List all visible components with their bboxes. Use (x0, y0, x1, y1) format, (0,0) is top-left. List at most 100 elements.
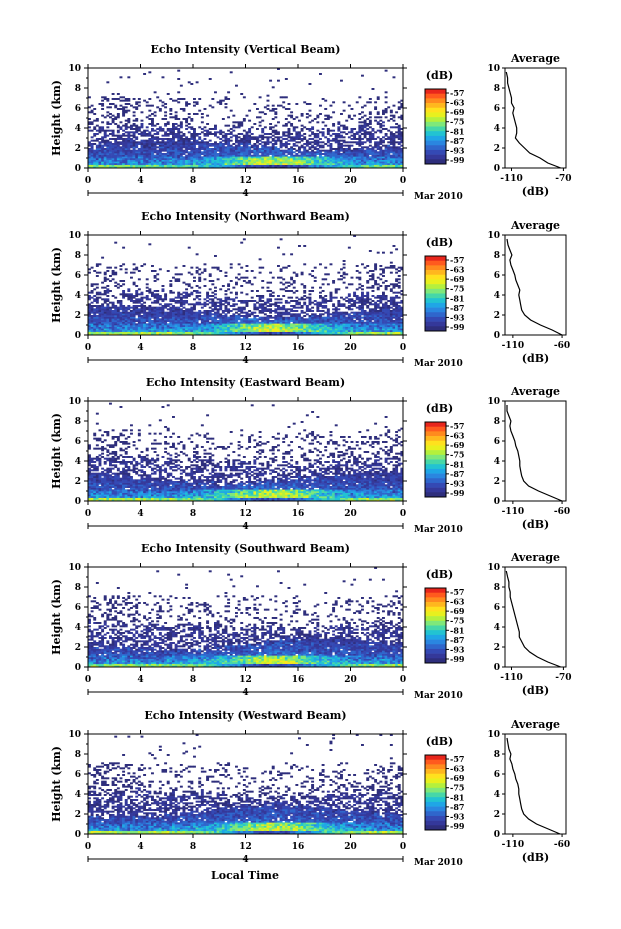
heatmap-cell (326, 325, 330, 327)
heatmap-cell (271, 276, 275, 279)
heatmap-cell (303, 148, 307, 150)
heatmap-cell (358, 144, 362, 147)
heatmap-cell (103, 151, 107, 154)
heatmap-cell (135, 330, 139, 332)
heatmap-cell (206, 328, 210, 331)
heatmap-cell (350, 149, 354, 152)
heatmap-cell (187, 151, 191, 154)
heatmap-cell (106, 298, 110, 301)
heatmap-cell (334, 308, 338, 311)
heatmap-cell (119, 104, 123, 107)
heatmap-cell (232, 308, 236, 311)
heatmap-cell (156, 298, 160, 301)
heatmap-cell (384, 69, 388, 72)
heatmap-cell (214, 154, 217, 157)
average-frame (504, 67, 567, 169)
heatmap-cell (382, 153, 385, 155)
heatmap-cell (240, 328, 244, 331)
heatmap-cell (164, 144, 168, 147)
heatmap-cell (287, 108, 291, 110)
heatmap-cell (166, 308, 170, 311)
heatmap-cell (319, 164, 322, 167)
heatmap-cell (261, 134, 265, 137)
heatmap-cell (245, 163, 249, 165)
heatmap-cell (161, 154, 165, 157)
heatmap-cell (290, 253, 294, 256)
heatmap-cell (216, 313, 220, 316)
heatmap-cell (127, 143, 131, 145)
heatmap-cell (321, 290, 325, 292)
heatmap-cell (135, 305, 139, 307)
heatmap-cell (200, 166, 204, 168)
heatmap-cell (334, 148, 338, 150)
heatmap-cell (245, 138, 249, 140)
heatmap-cell (206, 131, 210, 134)
heatmap-cell (321, 166, 325, 168)
heatmap-cell (106, 123, 110, 125)
heatmap-cell (172, 124, 175, 127)
heatmap-cell (295, 149, 299, 152)
heatmap-cell (101, 154, 105, 157)
heatmap-cell (106, 111, 110, 114)
heatmap-cell (235, 161, 238, 164)
heatmap-cell (106, 316, 110, 319)
heatmap-cell (179, 320, 183, 322)
heatmap-cell (132, 136, 136, 139)
heatmap-cell (122, 295, 126, 297)
heatmap-cell (240, 166, 244, 168)
heatmap-cell (368, 111, 372, 114)
heatmap-cell (116, 321, 120, 324)
heatmap-cell (153, 325, 157, 327)
heatmap-cell (361, 166, 364, 168)
heatmap-cell (235, 281, 238, 284)
heatmap-cell (227, 144, 231, 147)
heatmap-cell (137, 321, 141, 324)
heatmap-cell (135, 266, 139, 269)
heatmap-cell (187, 126, 191, 129)
heatmap-cell (287, 333, 291, 335)
heatmap-cell (224, 136, 228, 139)
heatmap-cell (237, 153, 241, 155)
heatmap-cell (177, 143, 181, 145)
heatmap-cell (88, 318, 91, 321)
heatmap-cell (253, 164, 257, 167)
heatmap-cell (334, 139, 338, 142)
heatmap-cell (111, 271, 115, 274)
heatmap-cell (316, 133, 320, 135)
heatmap-cell (290, 153, 294, 155)
heatmap-cell (190, 286, 194, 289)
heatmap-cell (185, 320, 189, 322)
heatmap-cell (127, 121, 131, 124)
heatmap-cell (198, 301, 202, 304)
heatmap-cell (161, 300, 165, 302)
heatmap-cell (290, 308, 294, 311)
heatmap-cell (266, 163, 270, 165)
heatmap-cell (153, 330, 157, 332)
heatmap-cell (101, 331, 105, 334)
heatmap-cell (240, 143, 244, 145)
heatmap-cell (387, 156, 391, 159)
heatmap-cell (250, 126, 254, 129)
heatmap-cell (109, 133, 112, 135)
heatmap-cell (200, 306, 204, 309)
heatmap-cell (148, 315, 152, 317)
heatmap-cell (90, 143, 94, 145)
heatmap-cell (392, 104, 396, 107)
heatmap-cell (382, 113, 385, 115)
heatmap-cell (130, 321, 133, 324)
heatmap-cell (153, 166, 157, 168)
heatmap-cell (292, 126, 296, 129)
heatmap-cell (329, 326, 333, 329)
heatmap-cell (242, 149, 246, 152)
heatmap-cell (198, 154, 202, 157)
heatmap-cell (116, 159, 120, 162)
heatmap-cell (109, 116, 112, 119)
heatmap-cell (216, 156, 220, 159)
heatmap-cell (185, 316, 189, 319)
heatmap-cell (203, 320, 207, 322)
heatmap-cell (237, 325, 241, 327)
heatmap-cell (232, 126, 236, 129)
heatmap-cell (200, 141, 204, 144)
heatmap-cell (214, 141, 217, 144)
heatmap-cell (148, 308, 152, 311)
